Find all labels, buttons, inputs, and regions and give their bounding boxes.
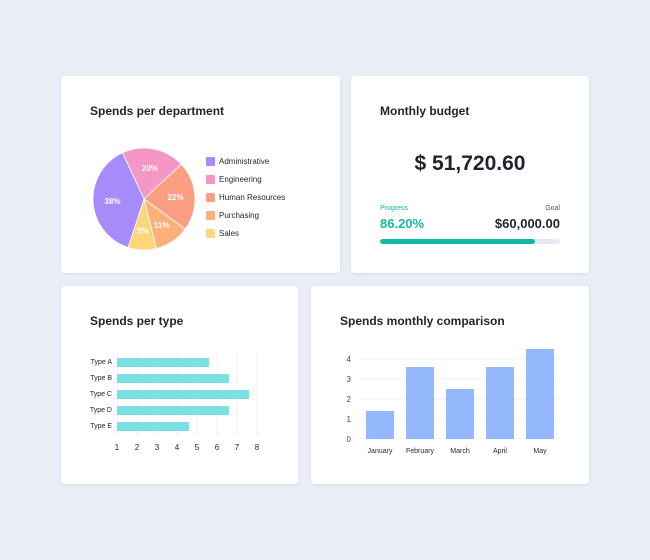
x-tick-label: 8 xyxy=(255,443,260,452)
legend-label: Engineering xyxy=(219,174,262,184)
x-tick-label: 7 xyxy=(235,443,240,452)
pie-label-human-resources: 22% xyxy=(168,193,184,202)
x-tick-label: February xyxy=(406,448,435,455)
legend-item-administrative: Administrative xyxy=(206,152,285,170)
legend-label: Sales xyxy=(219,228,240,238)
x-tick-label: 4 xyxy=(175,443,180,452)
bar-january xyxy=(366,411,394,439)
x-tick-label: April xyxy=(493,448,507,455)
monthly-comparison-card: Spends monthly comparison 0 1 2 3 4 January Fe… xyxy=(311,286,589,484)
monthly-card-title: Spends monthly comparison xyxy=(340,314,505,328)
bar-february xyxy=(406,367,434,439)
bar-march xyxy=(446,389,474,439)
x-tick-label: March xyxy=(450,448,470,455)
monthly-bar-chart: 0 1 2 3 4 January February March April May xyxy=(347,349,561,455)
type-spend-card: Spends per type 1 2 3 4 5 6 7 8 Type A Type B Type… xyxy=(61,286,298,484)
bar-type-a xyxy=(117,358,209,367)
monthly-budget-card: Monthly budget $ 51,720.60 Progress Goal… xyxy=(351,76,589,273)
bar-type-c xyxy=(117,390,249,399)
y-tick-label: 0 xyxy=(347,435,352,444)
pie-slice-engineering xyxy=(121,147,182,200)
type-bar-chart: 1 2 3 4 5 6 7 8 Type A Type B Type C Type D Type E xyxy=(90,352,260,452)
goal-value: $60,000.00 xyxy=(494,216,560,231)
y-tick-label: Type E xyxy=(90,423,112,430)
bar-may xyxy=(526,349,554,439)
legend-swatch xyxy=(206,192,215,202)
pie-slice-administrative xyxy=(92,152,145,248)
budget-card-title: Monthly budget xyxy=(380,104,470,118)
pie-label-administrative: 38% xyxy=(104,197,120,206)
department-spend-card: Spends per department 20% 22% 11% 9% 38% Adm… xyxy=(61,76,340,273)
legend-swatch xyxy=(206,228,215,238)
y-tick-label: 4 xyxy=(347,355,352,364)
legend-item-sales: Sales xyxy=(206,224,285,242)
goal-label: Goal xyxy=(545,205,560,212)
pie-slice-human-resources xyxy=(143,163,196,230)
x-tick-label: May xyxy=(533,448,547,455)
department-legend: Administrative Engineering Human Resources… xyxy=(206,152,285,242)
y-tick-label: Type B xyxy=(90,375,112,382)
x-tick-label: 5 xyxy=(195,443,200,452)
legend-item-human-resources: Human Resources xyxy=(206,188,285,206)
legend-swatch xyxy=(206,174,215,184)
department-pie-chart: 20% 22% 11% 9% 38% xyxy=(92,147,196,251)
y-tick-label: Type D xyxy=(90,407,112,414)
department-card-title: Spends per department xyxy=(90,104,225,118)
y-tick-label: 3 xyxy=(347,375,352,384)
bar-type-e xyxy=(117,422,189,431)
legend-label: Administrative xyxy=(219,156,270,166)
progress-label: Progress xyxy=(380,205,409,212)
x-tick-label: 6 xyxy=(215,443,220,452)
legend-swatch xyxy=(206,210,215,220)
bar-type-d xyxy=(117,406,229,415)
y-tick-label: Type A xyxy=(91,359,113,366)
y-tick-label: 2 xyxy=(347,395,352,404)
budget-progress-track xyxy=(380,239,560,244)
pie-label-engineering: 20% xyxy=(142,164,158,173)
pie-label-sales: 9% xyxy=(137,227,149,236)
x-tick-label: 3 xyxy=(155,443,160,452)
pie-label-purchasing: 11% xyxy=(154,221,170,230)
budget-amount: $ 51,720.60 xyxy=(414,152,526,175)
bar-type-b xyxy=(117,374,229,383)
progress-value: 86.20% xyxy=(380,216,425,231)
legend-item-engineering: Engineering xyxy=(206,170,285,188)
legend-label: Purchasing xyxy=(219,210,260,220)
x-tick-label: 1 xyxy=(115,443,120,452)
legend-label: Human Resources xyxy=(219,192,286,202)
x-tick-label: 2 xyxy=(135,443,140,452)
y-tick-label: Type C xyxy=(90,391,112,398)
x-tick-label: January xyxy=(368,448,393,455)
legend-item-purchasing: Purchasing xyxy=(206,206,285,224)
legend-swatch xyxy=(206,156,215,166)
budget-progress-fill xyxy=(380,239,536,244)
bar-april xyxy=(486,367,514,439)
type-card-title: Spends per type xyxy=(90,314,184,328)
y-tick-label: 1 xyxy=(347,415,352,424)
